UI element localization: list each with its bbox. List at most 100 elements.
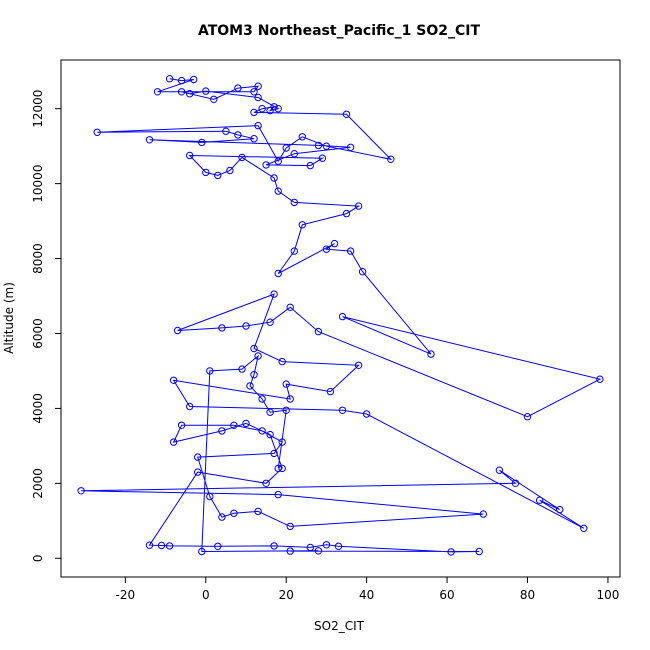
data-point [346,247,355,255]
data-point [246,382,254,390]
data-point [250,344,258,353]
data-point [447,548,455,556]
data-point [306,161,314,170]
data-point [354,361,363,369]
data-point [523,413,532,421]
data-point [262,479,270,487]
data-point [338,406,347,414]
x-tick-label: 40 [359,588,374,602]
x-axis-label: SO2_CIT [314,619,365,633]
data-point [169,376,178,384]
data-point [93,128,101,137]
data-point [278,438,286,446]
data-point [314,327,323,336]
data-point [254,121,262,130]
data-point [354,202,363,210]
y-tick-label: 12000 [31,90,45,128]
data-point [278,464,286,473]
data-point [427,350,435,358]
data-point [330,239,339,248]
data-point [322,541,331,549]
data-point [254,352,262,360]
data-point [214,171,222,180]
data-point [479,510,487,518]
data-point [202,87,210,95]
data-point [274,464,282,473]
data-point [77,487,85,495]
data-point [274,105,282,113]
data-point [234,84,242,92]
data-point [202,168,210,177]
data-point [495,466,504,474]
data-point [306,543,314,552]
y-tick-label: 6000 [31,318,45,349]
data-point [177,88,186,96]
y-tick-label: 8000 [31,243,45,274]
data-point [254,93,262,102]
data-point [286,303,294,311]
data-point [274,187,282,195]
data-point [218,324,226,332]
x-tick-label: -20 [116,588,136,602]
data-point [145,136,154,144]
data-point [226,166,234,175]
data-point [314,141,323,150]
y-axis: 0 2000 4000 6000 8000 10000 12000 [31,90,61,562]
data-point [258,395,266,403]
data-point [258,427,266,435]
data-point [314,547,323,555]
data-point [596,375,604,383]
data-point [274,269,282,278]
data-point [270,103,278,111]
data-point [242,419,250,428]
data-point [298,221,306,229]
data-point [556,505,564,514]
data-point [206,492,214,501]
data-point [214,542,222,550]
series-line [81,78,602,553]
data-point [274,490,282,499]
data-point [266,430,274,439]
data-point [210,95,218,104]
x-tick-label: 20 [279,588,294,602]
data-point [266,318,274,326]
data-point [266,408,274,416]
data-point [186,402,194,411]
data-point [290,150,298,158]
data-point [198,547,206,556]
data-point [145,541,154,549]
data-point [186,90,194,98]
data-point [270,174,278,182]
data-point [282,406,290,414]
data-point [262,161,270,169]
data-point [286,547,294,555]
plot-frame [60,59,621,578]
data-point [274,157,282,165]
data-point [358,268,367,276]
chart-title: ATOM3 Northeast_Pacific_1 SO2_CIT [198,23,481,39]
data-point [250,371,258,379]
data-point [282,380,290,388]
data-point [322,245,331,253]
data-point [270,542,278,550]
data-point [342,110,351,119]
plot-area [77,75,604,556]
data-point [270,290,278,298]
data-point [222,127,230,135]
data-points [77,75,604,556]
data-point [258,105,266,113]
y-tick-label: 10000 [31,165,45,203]
x-tick-label: 80 [520,588,535,602]
data-point [580,524,588,532]
data-point [286,522,294,531]
data-point [194,453,202,461]
data-point [322,142,331,150]
data-point [230,509,238,517]
data-point [346,143,355,152]
data-point [282,144,290,152]
data-point [165,542,174,550]
data-point [290,247,298,255]
data-point [326,387,335,396]
data-point [218,427,226,435]
